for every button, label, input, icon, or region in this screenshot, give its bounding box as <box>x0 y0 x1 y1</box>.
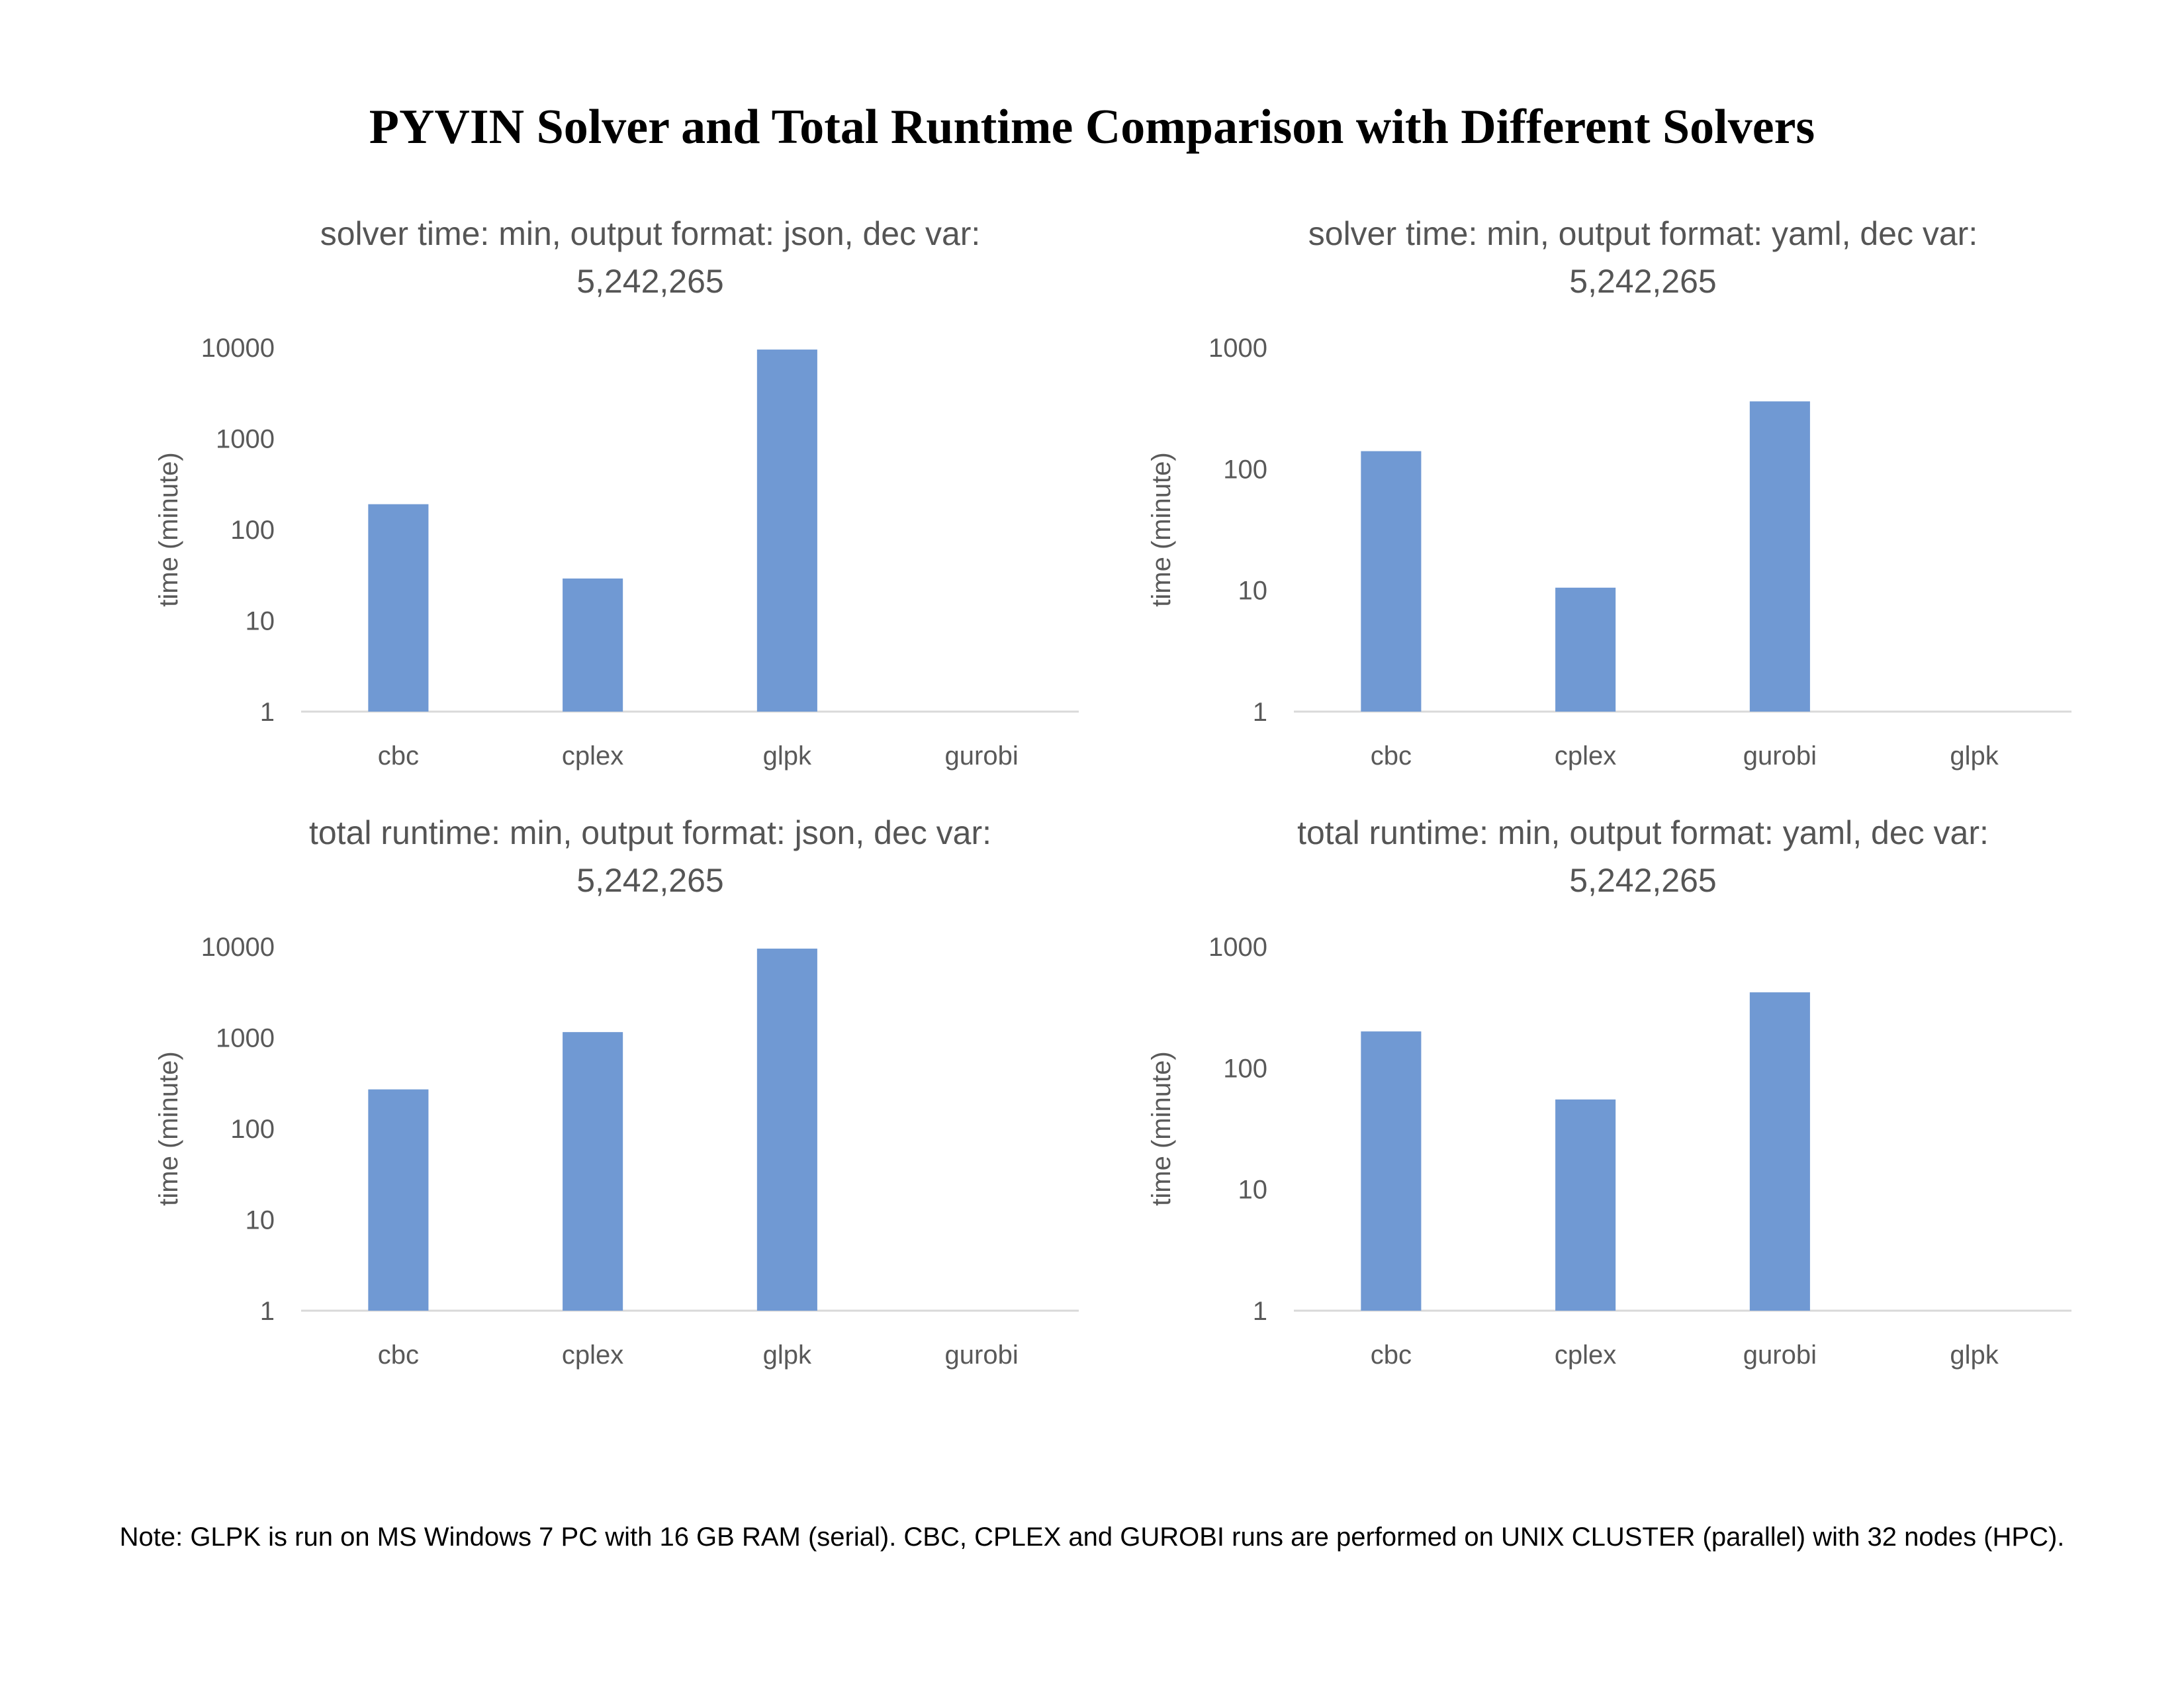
bar-gurobi <box>1749 401 1810 712</box>
bar-cplex <box>1555 587 1616 712</box>
chart-total-json: total runtime: min, output format: json,… <box>119 811 1085 1407</box>
x-tick-label: cbc <box>1371 1340 1412 1370</box>
chart-total-yaml: total runtime: min, output format: yaml,… <box>1112 811 2078 1407</box>
chart-svg: solver time: min, output format: yaml, d… <box>1147 215 2071 771</box>
bar-cplex <box>1555 1099 1616 1311</box>
y-tick-label: 10 <box>1238 1176 1268 1205</box>
x-tick-label: cplex <box>562 741 623 771</box>
bar-cbc <box>1361 1031 1422 1311</box>
chart-svg: solver time: min, output format: json, d… <box>154 215 1079 771</box>
x-tick-label: gurobi <box>945 1340 1019 1370</box>
y-tick-label: 1 <box>1253 698 1267 727</box>
chart-title-line: 5,242,265 <box>1569 263 1716 300</box>
bar-cplex <box>563 1032 623 1311</box>
y-tick-label: 1000 <box>1208 933 1267 962</box>
bar-cbc <box>368 504 429 712</box>
y-axis-title: time (minute) <box>154 452 183 606</box>
y-tick-label: 1000 <box>216 1024 275 1053</box>
x-tick-label: gurobi <box>1743 741 1817 771</box>
y-tick-label: 1000 <box>216 425 275 454</box>
page-title: PYVIN Solver and Total Runtime Compariso… <box>369 100 1815 154</box>
chart-title-line: total runtime: min, output format: json,… <box>309 814 991 851</box>
x-tick-label: cplex <box>1555 741 1616 771</box>
bar-cbc <box>368 1089 429 1311</box>
y-tick-label: 100 <box>1223 1054 1267 1083</box>
x-tick-label: cplex <box>562 1340 623 1370</box>
y-tick-label: 10 <box>1238 577 1268 606</box>
footnote: Note: GLPK is run on MS Windows 7 PC wit… <box>119 1523 2065 1552</box>
bar-glpk <box>756 949 817 1311</box>
x-tick-label: glpk <box>763 741 812 771</box>
y-axis-title: time (minute) <box>154 1051 183 1205</box>
x-tick-label: gurobi <box>945 741 1019 771</box>
y-tick-label: 100 <box>1223 455 1267 484</box>
chart-title-line: 5,242,265 <box>576 862 723 899</box>
x-tick-label: cplex <box>1555 1340 1616 1370</box>
x-tick-label: glpk <box>1950 741 1999 771</box>
y-tick-label: 10000 <box>201 933 275 962</box>
y-tick-label: 1000 <box>1208 334 1267 363</box>
chart-svg: total runtime: min, output format: json,… <box>154 814 1079 1370</box>
y-axis-title: time (minute) <box>1147 1051 1176 1205</box>
y-tick-label: 10000 <box>201 334 275 363</box>
x-tick-label: cbc <box>1371 741 1412 771</box>
chart-title-line: 5,242,265 <box>576 263 723 300</box>
x-tick-label: gurobi <box>1743 1340 1817 1370</box>
y-tick-label: 1 <box>260 698 275 727</box>
chart-solver-yaml: solver time: min, output format: yaml, d… <box>1112 212 2078 808</box>
y-tick-label: 1 <box>260 1297 275 1326</box>
y-tick-label: 100 <box>230 1115 275 1144</box>
y-axis-title: time (minute) <box>1147 452 1176 606</box>
y-tick-label: 1 <box>1253 1297 1267 1326</box>
chart-title-line: total runtime: min, output format: yaml,… <box>1297 814 1989 851</box>
chart-title-line: solver time: min, output format: yaml, d… <box>1308 215 1978 252</box>
x-tick-label: cbc <box>378 741 419 771</box>
y-tick-label: 100 <box>230 516 275 545</box>
bar-glpk <box>756 350 817 712</box>
bar-cbc <box>1361 451 1422 712</box>
chart-solver-json: solver time: min, output format: json, d… <box>119 212 1085 808</box>
x-tick-label: cbc <box>378 1340 419 1370</box>
x-tick-label: glpk <box>1950 1340 1999 1370</box>
y-tick-label: 10 <box>246 607 275 636</box>
chart-title-line: 5,242,265 <box>1569 862 1716 899</box>
bar-cplex <box>563 578 623 712</box>
chart-svg: total runtime: min, output format: yaml,… <box>1147 814 2071 1370</box>
y-tick-label: 10 <box>246 1206 275 1235</box>
chart-title-line: solver time: min, output format: json, d… <box>320 215 981 252</box>
bar-gurobi <box>1749 992 1810 1311</box>
x-tick-label: glpk <box>763 1340 812 1370</box>
